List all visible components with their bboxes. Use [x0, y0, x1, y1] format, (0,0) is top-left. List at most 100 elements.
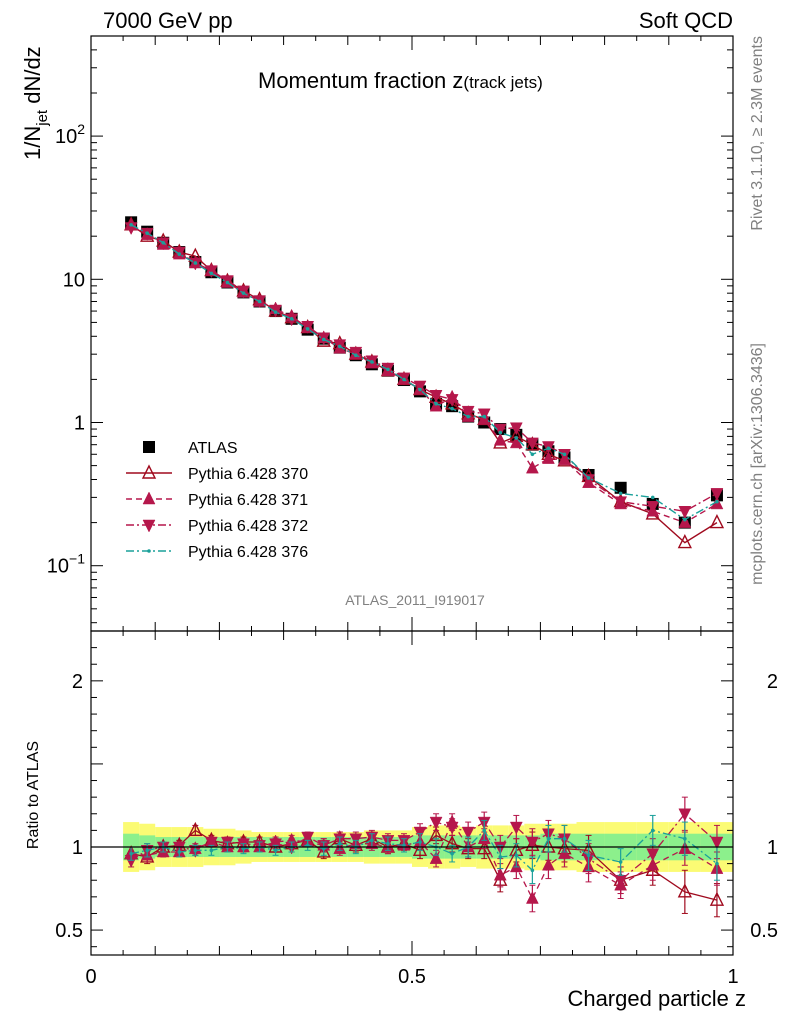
y-tick-label: 102 [55, 121, 85, 148]
ratio-point [145, 848, 149, 853]
data-point [678, 506, 692, 519]
data-point [709, 514, 725, 529]
data-point [498, 430, 503, 435]
ratio-point [177, 850, 182, 854]
ratio-point [493, 867, 507, 881]
ratio-point [193, 848, 198, 853]
data-point [677, 534, 692, 549]
legend-entry: Pythia 6.428 372 [126, 518, 308, 535]
ratio-point [269, 838, 282, 852]
ratio-point [514, 853, 519, 858]
x-tick-label: 0.5 [398, 966, 426, 988]
data-point [225, 280, 230, 285]
legend-entry: Pythia 6.428 376 [126, 544, 308, 561]
data-point [586, 476, 591, 480]
y-tick-label: 10 [63, 269, 85, 291]
legend-label: ATLAS [188, 440, 238, 457]
ratio-point [650, 828, 655, 833]
ratio-point [370, 838, 374, 843]
data-point [305, 327, 310, 331]
main-y-axis-label-tail: dN/dz [20, 46, 45, 110]
data-point [413, 380, 427, 394]
plot-title-main: Momentum fraction z [258, 68, 463, 93]
data-point [582, 474, 595, 488]
ratio-point [273, 848, 278, 853]
ratio-point [349, 833, 363, 847]
ratio-line [130, 812, 718, 882]
legend-label: Pythia 6.428 371 [188, 492, 308, 509]
legend-entry: ATLAS [143, 440, 238, 457]
ratio-y-tick-label: 1 [72, 837, 83, 859]
data-point [683, 517, 687, 522]
data-point [129, 223, 133, 227]
legend-marker [143, 441, 155, 453]
data-point [493, 423, 507, 437]
ratio-point [413, 826, 427, 840]
data-point [124, 222, 138, 236]
ratio-point [316, 843, 331, 858]
legend-marker [142, 519, 156, 533]
mcplots-label: mcplots.cern.ch [arXiv:1306.3436] [749, 343, 766, 585]
data-point [542, 451, 555, 464]
ratio-point [586, 853, 591, 858]
ratio-point [710, 836, 724, 850]
data-point [257, 299, 262, 304]
ratio-point [677, 883, 692, 898]
ratio-point [418, 840, 422, 844]
ratio-point [709, 891, 725, 906]
series-4 [129, 223, 719, 522]
ratio-point [204, 836, 218, 850]
data-point [177, 252, 182, 256]
ratio-point [429, 816, 443, 830]
plot-title-sub: (track jets) [463, 73, 542, 92]
ratio-point [646, 848, 660, 862]
data-point [546, 446, 551, 451]
data-point [715, 499, 719, 504]
ratio-point [461, 826, 475, 840]
ratio-point [402, 843, 406, 848]
ratio-y-tick-label-right: 1 [767, 837, 778, 859]
ratio-point [482, 828, 487, 833]
ratio-point [412, 841, 428, 857]
energy-label: 7000 GeV pp [103, 8, 233, 33]
data-point [618, 491, 623, 496]
legend-label: Pythia 6.428 376 [188, 544, 308, 561]
ratio-point [546, 836, 551, 841]
data-point [321, 337, 326, 342]
data-point [482, 414, 487, 419]
category-label: Soft QCD [639, 8, 733, 33]
data-point [562, 452, 567, 457]
data-point [386, 367, 390, 372]
x-axis-label: Charged particle z [567, 986, 746, 1011]
data-point [614, 481, 627, 494]
ratio-frame [90, 630, 734, 956]
rivet-label: Rivet 3.1.10, ≥ 2.3M events [749, 36, 766, 231]
data-point [429, 389, 443, 403]
ratio-point [301, 831, 315, 845]
legend-marker [141, 464, 157, 479]
ratio-y-tick-label-right: 2 [767, 671, 778, 693]
main-frame [90, 35, 734, 632]
data-point [445, 394, 459, 407]
ratio-point [562, 836, 567, 841]
ratio-point [618, 860, 623, 864]
ratio-point [450, 851, 454, 856]
data-point [710, 488, 724, 501]
y-tick-label-exponent: 2 [77, 121, 85, 137]
ratio-point [429, 851, 443, 864]
x-tick-label: 0 [85, 966, 96, 988]
ratio-point [477, 840, 492, 855]
legend: ATLAS Pythia 6.428 370 Pythia 6.428 371 Pyt… [126, 440, 308, 561]
data-point [650, 495, 655, 500]
data-point [530, 452, 535, 457]
data-point [289, 316, 294, 321]
legend-marker [147, 549, 151, 553]
ratio-y-tick-label-right: 0.5 [750, 920, 778, 942]
ratio-point [445, 821, 459, 835]
ratio-point [209, 848, 214, 853]
ratio-point [558, 846, 571, 859]
data-point [402, 377, 406, 382]
data-point [370, 360, 374, 364]
main-y-axis-label-sub: jet [34, 109, 51, 127]
